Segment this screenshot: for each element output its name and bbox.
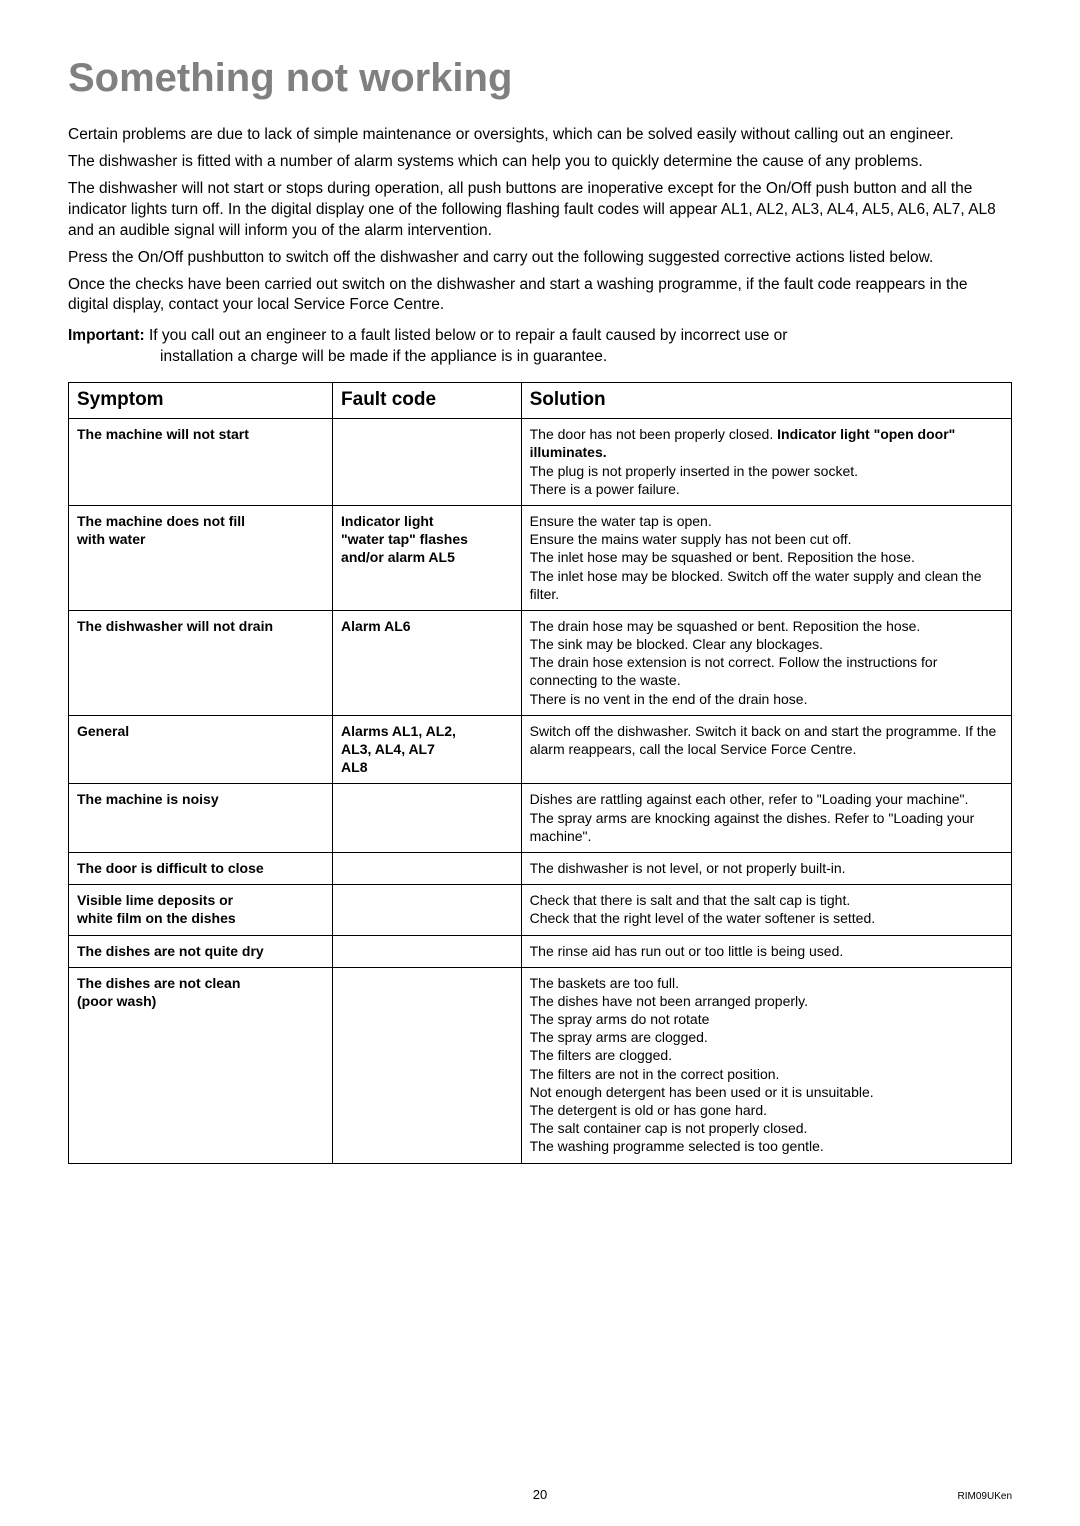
table-row: The dishwasher will not drain Alarm AL6 … (69, 610, 1012, 715)
intro-p4: Press the On/Off pushbutton to switch of… (68, 248, 1012, 269)
table-row: Visible lime deposits or white film on t… (69, 885, 1012, 935)
sol-text: The door has not been properly closed. (530, 426, 778, 442)
fault-line: "water tap" flashes (341, 531, 468, 547)
sym-line: (poor wash) (77, 993, 156, 1009)
sym-line: with water (77, 531, 145, 547)
solution-cell: Check that there is salt and that the sa… (521, 885, 1011, 935)
table-row: The dishes are not clean (poor wash) The… (69, 967, 1012, 1163)
fault-cell: Indicator light "water tap" flashes and/… (333, 505, 522, 610)
table-row: The dishes are not quite dry The rinse a… (69, 935, 1012, 967)
intro-p1: Certain problems are due to lack of simp… (68, 125, 1012, 146)
fault-line: AL3, AL4, AL7 (341, 741, 435, 757)
table-row: The machine is noisy Dishes are rattling… (69, 784, 1012, 853)
doc-code: RIM09UKen (958, 1491, 1012, 1502)
symptom-cell: Visible lime deposits or white film on t… (69, 885, 333, 935)
solution-cell: Ensure the water tap is open. Ensure the… (521, 505, 1011, 610)
sol-text: The inlet hose may be squashed or bent. … (530, 549, 915, 565)
symptom-cell: General (69, 715, 333, 784)
sol-text: The washing programme selected is too ge… (530, 1138, 824, 1154)
fault-line: AL8 (341, 759, 367, 775)
fault-cell (333, 852, 522, 884)
sol-text: Not enough detergent has been used or it… (530, 1084, 874, 1100)
table-header-row: Symptom Fault code Solution (69, 383, 1012, 419)
sol-text: The filters are not in the correct posit… (530, 1066, 780, 1082)
sol-text: The detergent is old or has gone hard. (530, 1102, 767, 1118)
fault-cell (333, 967, 522, 1163)
fault-line: Alarms AL1, AL2, (341, 723, 456, 739)
fault-line: and/or alarm AL5 (341, 549, 455, 565)
sym-line: The machine does not fill (77, 513, 245, 529)
intro-p2: The dishwasher is fitted with a number o… (68, 152, 1012, 173)
intro-p3: The dishwasher will not start or stops d… (68, 179, 1012, 242)
intro-block: Certain problems are due to lack of simp… (68, 125, 1012, 316)
sol-text: There is no vent in the end of the drain… (530, 691, 808, 707)
sol-text: The rinse aid has run out or too little … (530, 943, 844, 959)
symptom-cell: The machine is noisy (69, 784, 333, 853)
symptom-cell: The dishes are not clean (poor wash) (69, 967, 333, 1163)
page-title: Something not working (68, 56, 1012, 101)
important-text1: If you call out an engineer to a fault l… (149, 327, 787, 344)
fault-cell (333, 885, 522, 935)
sol-text: The spray arms are knocking against the … (530, 810, 975, 844)
fault-cell (333, 784, 522, 853)
sol-text: The salt container cap is not properly c… (530, 1120, 808, 1136)
sol-text: The baskets are too full. (530, 975, 679, 991)
table-row: The machine will not start The door has … (69, 419, 1012, 506)
sol-text: Ensure the water tap is open. (530, 513, 712, 529)
sol-text: Switch off the dishwasher. Switch it bac… (530, 723, 997, 757)
important-label: Important: (68, 327, 145, 344)
symptom-cell: The dishwasher will not drain (69, 610, 333, 715)
sol-text: Ensure the mains water supply has not be… (530, 531, 852, 547)
table-row: General Alarms AL1, AL2, AL3, AL4, AL7 A… (69, 715, 1012, 784)
sol-text: There is a power failure. (530, 481, 680, 497)
header-symptom: Symptom (69, 383, 333, 419)
sol-text: The spray arms do not rotate (530, 1011, 710, 1027)
fault-cell (333, 935, 522, 967)
symptom-cell: The machine does not fill with water (69, 505, 333, 610)
sol-text: The drain hose may be squashed or bent. … (530, 618, 921, 634)
troubleshooting-table: Symptom Fault code Solution The machine … (68, 382, 1012, 1163)
fault-cell: Alarms AL1, AL2, AL3, AL4, AL7 AL8 (333, 715, 522, 784)
sol-text: The spray arms are clogged. (530, 1029, 708, 1045)
page-number: 20 (0, 1487, 1080, 1502)
sol-text: The inlet hose may be blocked. Switch of… (530, 568, 982, 602)
fault-cell (333, 419, 522, 506)
sol-text: Dishes are rattling against each other, … (530, 791, 969, 807)
symptom-cell: The dishes are not quite dry (69, 935, 333, 967)
sym-line: Visible lime deposits or (77, 892, 233, 908)
sol-text: The sink may be blocked. Clear any block… (530, 636, 823, 652)
intro-p5: Once the checks have been carried out sw… (68, 275, 1012, 317)
solution-cell: The drain hose may be squashed or bent. … (521, 610, 1011, 715)
header-solution: Solution (521, 383, 1011, 419)
fault-cell: Alarm AL6 (333, 610, 522, 715)
sol-text: The drain hose extension is not correct.… (530, 654, 938, 688)
table-row: The door is difficult to close The dishw… (69, 852, 1012, 884)
solution-cell: The dishwasher is not level, or not prop… (521, 852, 1011, 884)
symptom-cell: The door is difficult to close (69, 852, 333, 884)
sol-text: The dishwasher is not level, or not prop… (530, 860, 846, 876)
important-text2: installation a charge will be made if th… (160, 347, 1012, 368)
header-fault: Fault code (333, 383, 522, 419)
sol-text: Check that there is salt and that the sa… (530, 892, 851, 908)
solution-cell: The baskets are too full. The dishes hav… (521, 967, 1011, 1163)
sol-text: The filters are clogged. (530, 1047, 672, 1063)
sol-text: The plug is not properly inserted in the… (530, 463, 858, 479)
fault-line: Indicator light (341, 513, 434, 529)
important-note: Important: If you call out an engineer t… (68, 326, 1012, 368)
solution-cell: The rinse aid has run out or too little … (521, 935, 1011, 967)
sym-line: white film on the dishes (77, 910, 236, 926)
table-row: The machine does not fill with water Ind… (69, 505, 1012, 610)
sym-line: The dishes are not clean (77, 975, 240, 991)
sol-text: Check that the right level of the water … (530, 910, 876, 926)
solution-cell: The door has not been properly closed. I… (521, 419, 1011, 506)
solution-cell: Dishes are rattling against each other, … (521, 784, 1011, 853)
sol-text: The dishes have not been arranged proper… (530, 993, 808, 1009)
solution-cell: Switch off the dishwasher. Switch it bac… (521, 715, 1011, 784)
symptom-cell: The machine will not start (69, 419, 333, 506)
